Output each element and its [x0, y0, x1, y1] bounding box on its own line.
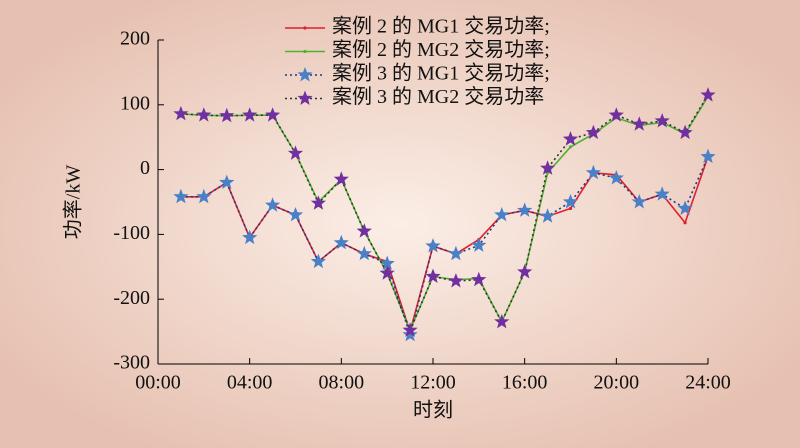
y-tick-label: -300 [113, 352, 150, 374]
point [677, 124, 693, 140]
series-line [180, 94, 709, 333]
y-tick-label: 100 [120, 92, 150, 114]
point [287, 207, 304, 222]
point [517, 202, 533, 217]
point [219, 174, 235, 189]
point [700, 87, 716, 102]
point [585, 124, 601, 140]
point [494, 207, 510, 222]
point [333, 171, 349, 186]
point [540, 160, 556, 175]
legend-label: 案例 2 的 MG2 交易功率; [332, 38, 550, 61]
point [562, 131, 579, 146]
point [540, 208, 556, 223]
point [196, 107, 212, 122]
point [585, 164, 601, 180]
point [219, 107, 235, 123]
point [654, 113, 670, 128]
point [448, 273, 464, 288]
x-tick-label: 24:00 [685, 372, 731, 394]
x-tick-label: 08:00 [319, 372, 365, 394]
x-tick-label: 16:00 [502, 372, 548, 394]
x-tick-label: 12:00 [410, 372, 456, 394]
point [494, 313, 510, 329]
x-tick-label: 04:00 [227, 372, 273, 394]
point [425, 268, 441, 283]
point [568, 206, 573, 211]
point [242, 107, 258, 122]
point [471, 271, 487, 287]
legend-marker [297, 67, 313, 82]
legend-marker [303, 49, 307, 54]
point [173, 188, 189, 204]
point [265, 107, 281, 122]
point [310, 195, 326, 210]
legend-label: 案例 2 的 MG1 交易功率; [332, 15, 550, 38]
point [379, 255, 395, 270]
point [631, 194, 647, 209]
point [402, 322, 418, 337]
point [608, 170, 624, 185]
point [402, 326, 418, 342]
point [654, 186, 670, 201]
x-axis-label: 时刻 [413, 399, 453, 422]
point [448, 245, 464, 261]
y-axis-label: 功率/kW [62, 165, 85, 240]
y-tick-label: 200 [120, 28, 150, 50]
point [196, 188, 212, 204]
point [568, 145, 573, 149]
point [700, 148, 716, 164]
point [471, 237, 487, 252]
legend-marker [303, 26, 307, 30]
point [287, 145, 304, 160]
point [677, 200, 693, 215]
point [425, 238, 441, 253]
point [379, 265, 395, 280]
point [683, 221, 687, 225]
point [517, 264, 533, 279]
x-tick-label: 20:00 [594, 372, 640, 394]
y-tick-label: 0 [140, 157, 150, 179]
point [265, 197, 281, 212]
x-tick-label: 00:00 [135, 372, 181, 394]
legend-label: 案例 3 的 MG1 交易功率; [332, 62, 550, 85]
point [333, 234, 349, 250]
point [631, 116, 647, 131]
legend-marker [297, 90, 313, 105]
point [242, 229, 258, 245]
point [356, 223, 372, 238]
point [356, 245, 372, 261]
point [562, 194, 579, 209]
legend-label: 案例 3 的 MG2 交易功率 [332, 85, 544, 108]
point [608, 107, 624, 122]
point [173, 105, 189, 121]
y-tick-label: -100 [113, 222, 150, 244]
point [310, 253, 326, 269]
y-tick-label: -200 [113, 287, 150, 309]
